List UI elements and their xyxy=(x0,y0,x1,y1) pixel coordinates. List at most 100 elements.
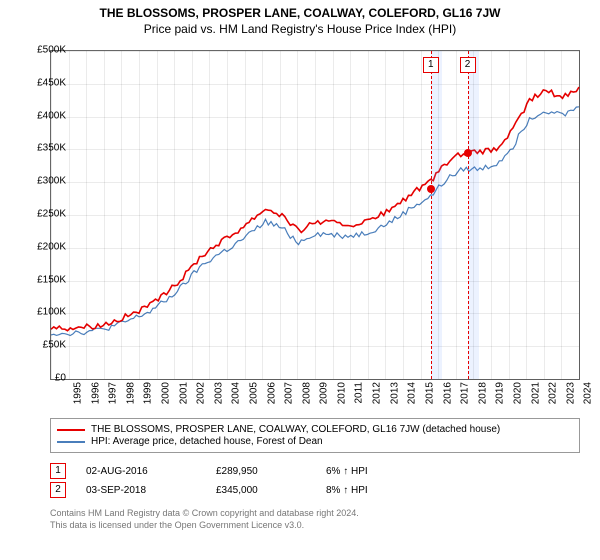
marker-band xyxy=(431,51,442,379)
x-tick-label: 2006 xyxy=(266,382,277,404)
x-tick-label: 2000 xyxy=(160,382,171,404)
gridline-v xyxy=(526,51,527,379)
gridline-v xyxy=(403,51,404,379)
transaction-date: 02-AUG-2016 xyxy=(86,466,196,477)
marker-dashed-line xyxy=(468,51,469,379)
gridline-v xyxy=(245,51,246,379)
x-tick-label: 2004 xyxy=(231,382,242,404)
gridline-v xyxy=(456,51,457,379)
y-tick-label: £300K xyxy=(22,176,66,187)
marker-index-box: 1 xyxy=(423,57,439,73)
transaction-row: 2 03-SEP-2018 £345,000 8% ↑ HPI xyxy=(50,482,580,498)
legend-row: HPI: Average price, detached house, Fore… xyxy=(57,436,573,447)
titles: THE BLOSSOMS, PROSPER LANE, COALWAY, COL… xyxy=(0,0,600,36)
x-tick-label: 1995 xyxy=(72,382,83,404)
transaction-price: £345,000 xyxy=(216,485,306,496)
x-tick-label: 2020 xyxy=(512,382,523,404)
gridline-v xyxy=(227,51,228,379)
transaction-row: 102-AUG-2016£289,9506% ↑ HPI xyxy=(50,463,580,479)
x-tick-label: 2003 xyxy=(213,382,224,404)
x-tick-label: 2005 xyxy=(248,382,259,404)
y-tick-label: £250K xyxy=(22,209,66,220)
y-tick-label: £500K xyxy=(22,45,66,56)
gridline-v xyxy=(192,51,193,379)
gridline-v xyxy=(86,51,87,379)
x-tick-label: 1999 xyxy=(143,382,154,404)
x-tick-label: 1997 xyxy=(107,382,118,404)
x-tick-label: 2018 xyxy=(477,382,488,404)
x-tick-label: 2019 xyxy=(495,382,506,404)
transaction-badge: 1 xyxy=(50,463,66,479)
x-tick-label: 2008 xyxy=(301,382,312,404)
gridline-v xyxy=(368,51,369,379)
gridline-v xyxy=(421,51,422,379)
chart-title-sub: Price paid vs. HM Land Registry's House … xyxy=(0,22,600,36)
legend-swatch xyxy=(57,441,85,443)
gridline-v xyxy=(174,51,175,379)
gridline-v xyxy=(350,51,351,379)
x-tick-label: 2015 xyxy=(424,382,435,404)
x-tick-label: 1998 xyxy=(125,382,136,404)
x-tick-label: 2024 xyxy=(583,382,594,404)
x-tick-label: 2001 xyxy=(178,382,189,404)
footer-line-2: This data is licensed under the Open Gov… xyxy=(50,520,580,532)
marker-index-box: 2 xyxy=(460,57,476,73)
gridline-v xyxy=(315,51,316,379)
x-tick-label: 2023 xyxy=(565,382,576,404)
x-tick-label: 2017 xyxy=(459,382,470,404)
gridline-v xyxy=(297,51,298,379)
legend-box: THE BLOSSOMS, PROSPER LANE, COALWAY, COL… xyxy=(50,418,580,453)
transaction-date: 03-SEP-2018 xyxy=(86,485,196,496)
x-tick-label: 2010 xyxy=(336,382,347,404)
gridline-v xyxy=(561,51,562,379)
gridline-v xyxy=(385,51,386,379)
gridline-v xyxy=(280,51,281,379)
x-tick-label: 2016 xyxy=(442,382,453,404)
gridline-v xyxy=(509,51,510,379)
marker-dot xyxy=(464,149,472,157)
gridline-v xyxy=(139,51,140,379)
x-tick-label: 2009 xyxy=(319,382,330,404)
marker-dashed-line xyxy=(431,51,432,379)
legend-swatch xyxy=(57,429,85,431)
x-tick-label: 2002 xyxy=(195,382,206,404)
gridline-h xyxy=(51,379,579,380)
x-tick-label: 2021 xyxy=(530,382,541,404)
legend-label: HPI: Average price, detached house, Fore… xyxy=(91,436,323,447)
x-tick-label: 2022 xyxy=(547,382,558,404)
x-tick-label: 2007 xyxy=(283,382,294,404)
gridline-v xyxy=(157,51,158,379)
footer-line-1: Contains HM Land Registry data © Crown c… xyxy=(50,508,580,520)
gridline-v xyxy=(579,51,580,379)
gridline-v xyxy=(209,51,210,379)
y-tick-label: £450K xyxy=(22,77,66,88)
chart-title-address: THE BLOSSOMS, PROSPER LANE, COALWAY, COL… xyxy=(0,6,600,20)
chart-plot-area: 12 xyxy=(50,50,580,380)
y-tick-label: £200K xyxy=(22,241,66,252)
gridline-v xyxy=(333,51,334,379)
transaction-pct-vs-hpi: 8% ↑ HPI xyxy=(326,485,426,496)
y-tick-label: £400K xyxy=(22,110,66,121)
gridline-v xyxy=(544,51,545,379)
y-tick-label: £150K xyxy=(22,274,66,285)
transaction-pct-vs-hpi: 6% ↑ HPI xyxy=(326,466,426,477)
y-tick-label: £50K xyxy=(22,340,66,351)
legend-row: THE BLOSSOMS, PROSPER LANE, COALWAY, COL… xyxy=(57,424,573,435)
transaction-badge: 2 xyxy=(50,482,66,498)
y-tick-label: £350K xyxy=(22,143,66,154)
footer-attribution: Contains HM Land Registry data © Crown c… xyxy=(50,508,580,531)
legend-label: THE BLOSSOMS, PROSPER LANE, COALWAY, COL… xyxy=(91,424,500,435)
x-tick-label: 1996 xyxy=(90,382,101,404)
x-tick-label: 2011 xyxy=(353,382,364,404)
chart-container: THE BLOSSOMS, PROSPER LANE, COALWAY, COL… xyxy=(0,0,600,560)
transaction-table: 102-AUG-2016£289,9506% ↑ HPI203-SEP-2018… xyxy=(50,460,580,501)
gridline-v xyxy=(262,51,263,379)
y-tick-label: £100K xyxy=(22,307,66,318)
gridline-v xyxy=(69,51,70,379)
y-tick-label: £0 xyxy=(22,373,66,384)
gridline-v xyxy=(104,51,105,379)
marker-band xyxy=(468,51,479,379)
gridline-v xyxy=(121,51,122,379)
marker-dot xyxy=(427,185,435,193)
gridline-v xyxy=(491,51,492,379)
